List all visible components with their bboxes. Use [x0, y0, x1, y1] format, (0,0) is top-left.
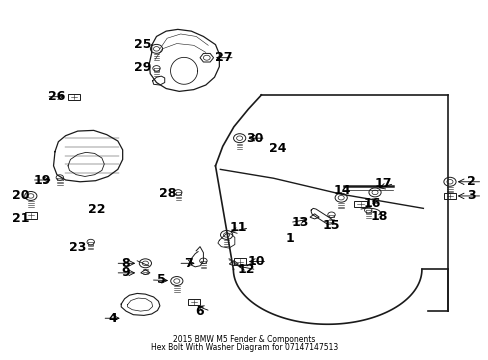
Text: 5: 5 [157, 274, 165, 287]
Text: 11: 11 [229, 221, 247, 234]
Text: 2015 BMW M5 Fender & Components: 2015 BMW M5 Fender & Components [173, 335, 315, 344]
Text: 3: 3 [467, 189, 475, 202]
Text: 28: 28 [159, 187, 177, 200]
Text: 12: 12 [237, 263, 254, 276]
Text: 21: 21 [12, 212, 30, 225]
Text: 22: 22 [88, 203, 105, 216]
Text: Hex Bolt With Washer Diagram for 07147147513: Hex Bolt With Washer Diagram for 0714714… [151, 343, 337, 352]
Text: 19: 19 [34, 174, 51, 186]
Text: 15: 15 [322, 219, 340, 232]
Text: 20: 20 [12, 189, 30, 202]
Text: 24: 24 [268, 141, 285, 154]
Text: 18: 18 [369, 210, 387, 223]
Text: 14: 14 [333, 184, 351, 197]
Text: 16: 16 [363, 197, 381, 210]
Text: 29: 29 [134, 61, 151, 74]
Text: 23: 23 [69, 241, 86, 254]
Text: 27: 27 [215, 51, 232, 64]
Text: 1: 1 [285, 232, 294, 245]
Text: 7: 7 [184, 257, 193, 270]
Text: 17: 17 [374, 177, 392, 190]
Text: 4: 4 [108, 312, 117, 325]
Text: 8: 8 [122, 257, 130, 270]
Text: 26: 26 [48, 90, 65, 103]
Text: 13: 13 [291, 216, 308, 229]
Text: 9: 9 [122, 266, 130, 279]
Text: 6: 6 [195, 305, 204, 318]
Text: 2: 2 [467, 175, 475, 188]
Text: 30: 30 [246, 132, 264, 145]
Text: 10: 10 [247, 255, 265, 268]
Text: 25: 25 [134, 38, 151, 51]
